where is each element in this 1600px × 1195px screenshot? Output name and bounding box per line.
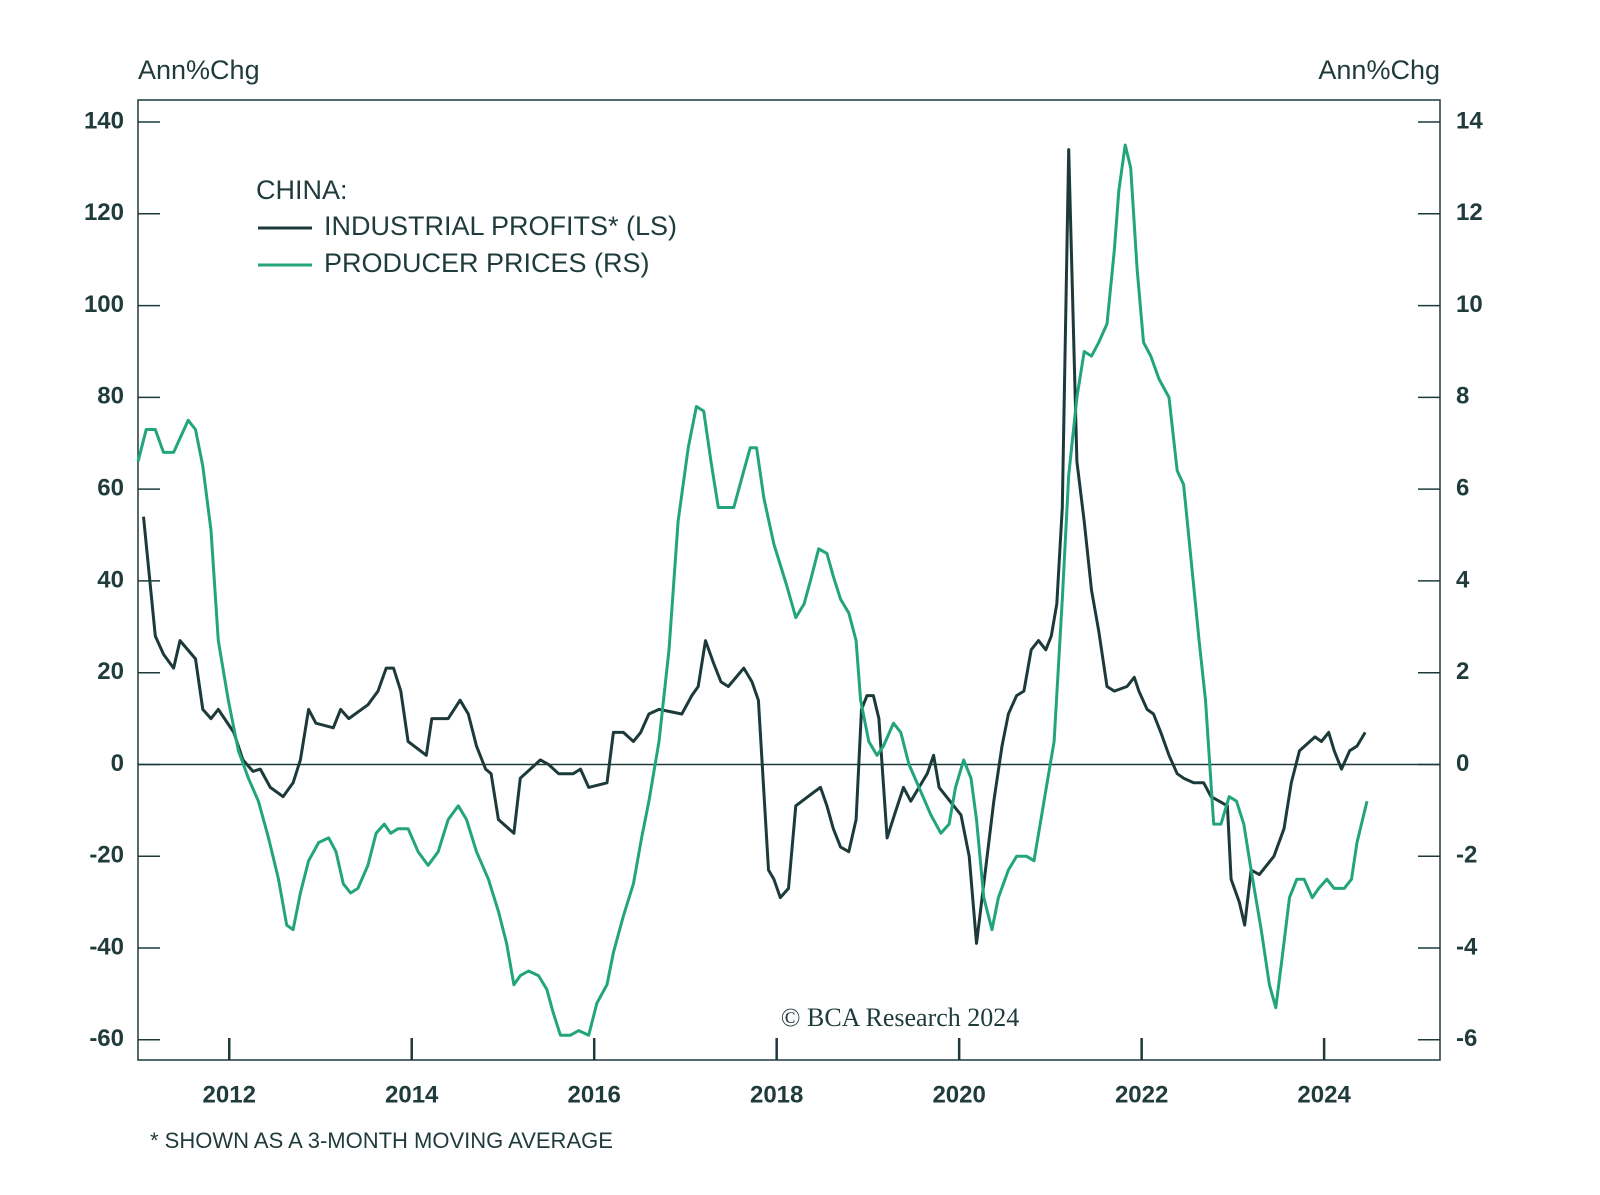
legend-title: CHINA: [256,175,348,205]
y2-tick-label: 6 [1456,474,1469,501]
x-tick-label: 2014 [385,1081,439,1108]
y2-tick-label: -6 [1456,1025,1477,1052]
y-tick-label: -60 [89,1025,124,1052]
y2-tick-label: 12 [1456,199,1483,226]
legend-label: INDUSTRIAL PROFITS* (LS) [324,211,677,241]
y-tick-label: 0 [111,750,124,777]
y-tick-label: 120 [84,199,124,226]
series-line [136,143,1369,1037]
x-tick-label: 2018 [750,1081,803,1108]
legend-label: PRODUCER PRICES (RS) [324,248,650,278]
y2-tick-label: 2 [1456,658,1469,685]
x-tick-label: 2016 [568,1081,621,1108]
x-tick-label: 2012 [203,1081,256,1108]
y2-tick-label: 14 [1456,107,1483,134]
y-tick-label: 140 [84,107,124,134]
y-tick-label: 100 [84,291,124,318]
x-tick-label: 2022 [1115,1081,1168,1108]
y-tick-label: 40 [97,566,124,593]
series-line [142,148,1367,945]
y-tick-label: -40 [89,933,124,960]
y2-tick-label: 4 [1456,566,1470,593]
copyright: © BCA Research 2024 [781,1003,1020,1032]
y2-tick-label: 10 [1456,291,1483,318]
y-tick-label: 80 [97,383,124,410]
right-axis-title: Ann%Chg [1318,55,1440,85]
x-tick-label: 2024 [1297,1081,1351,1108]
y-tick-label: -20 [89,842,124,869]
y2-tick-label: 0 [1456,750,1469,777]
footnote: * SHOWN AS A 3-MONTH MOVING AVERAGE [150,1128,613,1153]
y2-tick-label: -4 [1456,933,1478,960]
x-tick-label: 2020 [932,1081,985,1108]
y-tick-label: 60 [97,474,124,501]
left-axis-title: Ann%Chg [138,55,260,85]
y2-tick-label: 8 [1456,383,1469,410]
y-tick-label: 20 [97,658,124,685]
plot-frame [137,99,1441,1061]
y2-tick-label: -2 [1456,842,1477,869]
